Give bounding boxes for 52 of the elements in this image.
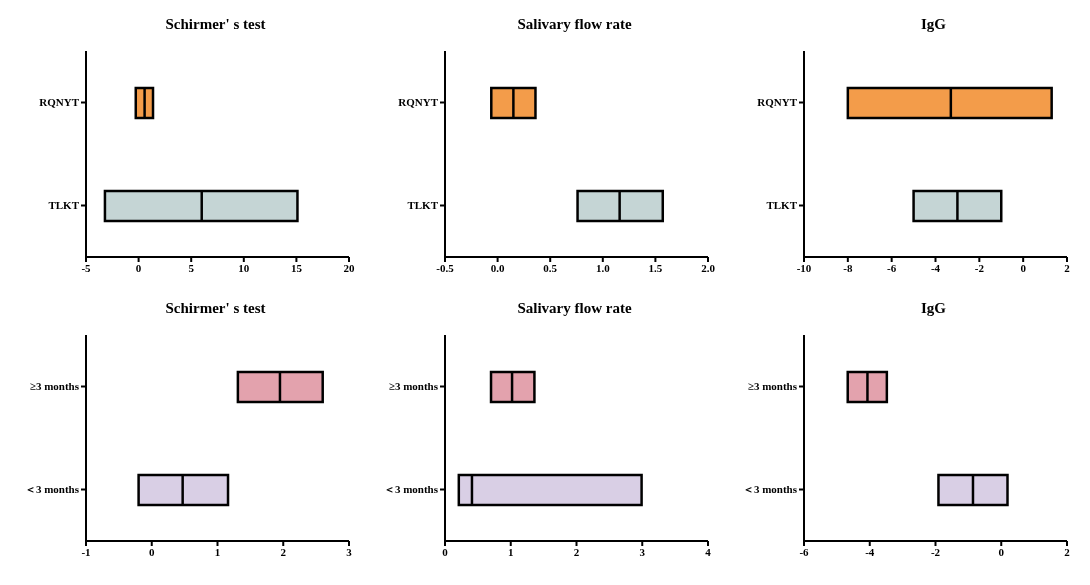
x-tick-label: 0.5 <box>543 261 558 274</box>
x-tick-label: 1 <box>508 545 514 558</box>
x-tick-label: -4 <box>865 545 875 558</box>
x-tick-label: 0 <box>135 261 142 274</box>
x-tick-label: 2 <box>280 545 287 558</box>
x-tick-label: -8 <box>843 261 853 274</box>
x-tick-label: 1.5 <box>648 261 663 274</box>
y-tick-label: ＜3 months <box>383 483 439 496</box>
y-tick-label: ≥3 months <box>747 380 798 393</box>
x-tick-label: 0.0 <box>490 261 505 274</box>
x-tick-label: -1 <box>81 545 91 558</box>
chart-title: Schirmer' s test <box>164 300 267 318</box>
x-tick-label: 2 <box>1064 261 1071 274</box>
x-tick-label: 2.0 <box>701 261 716 274</box>
chart-title: IgG <box>920 16 947 34</box>
x-tick-label: -0.5 <box>436 261 455 274</box>
y-tick-label: RQNYT <box>398 96 439 109</box>
y-tick-label: ≥3 months <box>388 380 439 393</box>
x-tick-label: 1.0 <box>595 261 611 274</box>
x-tick-label: 20 <box>343 261 355 274</box>
chart-title: Salivary flow rate <box>516 16 633 34</box>
y-tick-label: TLKT <box>48 199 80 212</box>
x-tick-label: 1 <box>214 545 221 558</box>
y-tick-label: ＜3 months <box>742 483 798 496</box>
x-tick-label: 2 <box>573 545 580 558</box>
x-tick-label: 3 <box>346 545 353 558</box>
x-tick-label: 0 <box>149 545 155 558</box>
x-tick-label: -6 <box>887 261 897 274</box>
chart-title: Salivary flow rate <box>516 300 633 318</box>
y-tick-label: ≥3 months <box>29 380 80 393</box>
x-tick-label: -2 <box>930 545 941 558</box>
x-tick-label: 0 <box>998 545 1005 558</box>
y-tick-label: RQNYT <box>39 96 80 109</box>
x-tick-label: 0 <box>442 545 449 558</box>
x-tick-label: -2 <box>974 261 985 274</box>
chart-title: Schirmer' s test <box>164 16 267 34</box>
y-tick-label: RQNYT <box>757 96 798 109</box>
x-tick-label: 10 <box>238 261 250 274</box>
y-tick-label: ＜3 months <box>24 483 80 496</box>
x-tick-label: -5 <box>81 261 92 274</box>
y-tick-label: TLKT <box>766 199 798 212</box>
x-tick-label: -4 <box>930 261 941 274</box>
x-tick-label: 15 <box>290 261 303 274</box>
x-tick-label: 4 <box>705 545 712 558</box>
x-tick-label: -6 <box>799 545 810 558</box>
chart-title: IgG <box>920 300 947 318</box>
x-tick-label: 0 <box>1020 261 1027 274</box>
x-tick-label: 2 <box>1064 545 1071 558</box>
y-tick-label: TLKT <box>407 199 439 212</box>
x-tick-label: -10 <box>796 261 812 274</box>
x-tick-label: 5 <box>188 261 195 274</box>
x-tick-label: 3 <box>639 545 646 558</box>
